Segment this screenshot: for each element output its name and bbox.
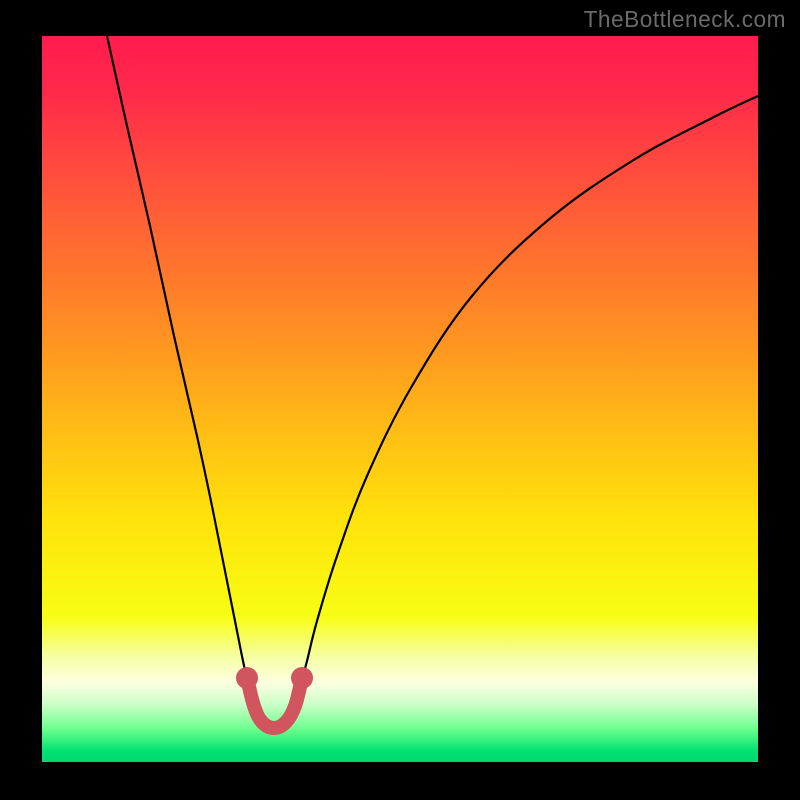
u-marker-dot-left xyxy=(236,667,258,689)
watermark-text: TheBottleneck.com xyxy=(584,6,786,33)
u-marker-bead xyxy=(256,716,269,729)
u-marker-bead xyxy=(289,700,302,713)
u-marker-bead xyxy=(248,700,261,713)
curve-right-arm xyxy=(301,96,758,683)
bottleneck-curve-svg xyxy=(42,36,758,762)
u-marker-dot-right xyxy=(291,667,313,689)
curve-left-arm xyxy=(107,36,248,683)
chart-root: TheBottleneck.com xyxy=(0,0,800,800)
u-marker-bead xyxy=(268,722,281,735)
u-marker-bead xyxy=(280,716,293,729)
plot-area xyxy=(42,36,758,762)
